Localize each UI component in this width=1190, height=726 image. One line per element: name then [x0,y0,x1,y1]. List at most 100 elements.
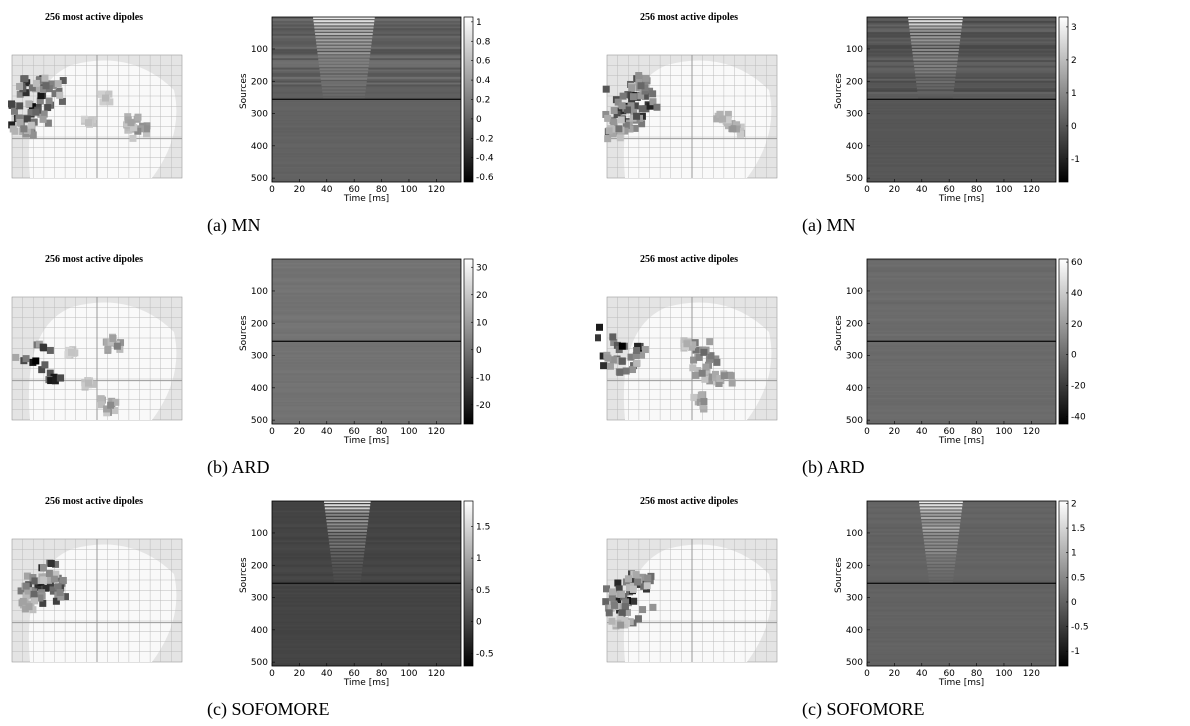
dipole-marker [623,608,631,616]
activity-band [321,81,367,83]
dipole-marker [628,366,636,374]
dipole-peak [127,119,135,127]
activity-band [912,55,959,58]
y-tick-label: 400 [846,384,863,394]
dipole-marker [39,564,47,572]
x-tick-label: 120 [428,427,445,437]
dipole-peak [25,603,33,611]
colorbar-tick-label: 10 [476,318,488,328]
dipole-marker [713,115,721,123]
activity-band [315,33,373,35]
dipole-marker [31,577,39,585]
dipole-marker [703,367,711,375]
dipole-marker [602,598,610,606]
dipole-marker [103,409,111,417]
dipole-marker [105,90,113,98]
activity-band [923,539,959,542]
dipole-marker [644,574,652,582]
activity-band [332,571,362,574]
activity-band [909,26,962,29]
dipole-marker [89,380,97,388]
colorbar-tick-label: 0.6 [476,57,491,67]
dipole-marker [593,334,601,342]
x-tick-label: 120 [1023,185,1040,195]
activity-band [328,533,367,535]
x-tick-label: 100 [995,185,1012,195]
activity-band [925,549,957,551]
dipole-marker [646,102,654,110]
x-tick-label: 60 [348,185,360,195]
brain-title: 256 most active dipoles [45,254,144,265]
dipole-marker [603,585,611,593]
x-tick-label: 60 [943,669,955,679]
dipole-marker [639,573,647,581]
dipole-peak [85,119,92,127]
dipole-marker [23,79,31,87]
dipole-marker [41,361,49,369]
dipole-marker [706,377,714,385]
dipole-marker [16,118,24,126]
brain-map [8,54,183,179]
x-tick-label: 20 [294,427,306,437]
x-tick-label: 80 [971,427,983,437]
activity-band [914,71,957,74]
dipole-marker [22,582,30,590]
y-tick-label: 300 [846,352,863,362]
dipole-marker [97,395,105,403]
y-tick-label: 400 [251,626,268,636]
dipole-marker [633,346,641,354]
dipole-peak [615,125,623,133]
activity-band [329,542,366,545]
dipole-peak [618,342,626,350]
activity-band [929,581,953,583]
dipole-marker [47,377,55,385]
dipole-marker [638,351,646,359]
activity-band [921,517,961,519]
dipole-marker [626,618,634,626]
colorbar-tick-label: 30 [476,263,488,273]
activity-band [333,574,362,577]
dipole-marker [609,356,617,364]
dipole-marker [10,107,18,115]
colorbar [1058,500,1069,667]
dipole-marker [40,576,48,584]
brain-title: 256 most active dipoles [640,254,739,265]
y-tick-label: 400 [251,384,268,394]
activity-band [325,510,370,513]
activity-band [317,55,370,58]
dipole-marker [112,398,120,406]
dipole-marker [19,597,27,605]
panel-caption: (b) ARD [802,457,865,477]
colorbar-tick-label: 0.4 [476,76,491,86]
brain-title: 256 most active dipoles [640,496,739,507]
dipole-marker [98,90,106,98]
dipole-marker [633,112,641,120]
dipole-marker [694,367,702,375]
dipole-peak [618,609,626,617]
dipole-marker [610,125,618,133]
colorbar-tick-label: 1 [476,18,482,28]
dipole-marker [604,114,612,122]
dipole-marker [22,592,30,600]
brain-map [11,538,183,663]
activity-band [320,74,368,77]
activity-band [924,542,958,545]
x-tick-label: 40 [321,669,333,679]
dipole-marker [618,102,626,110]
dipole-marker [28,84,36,92]
y-axis-label: Sources [834,557,844,593]
dipole-marker [21,605,29,613]
dipole-marker [716,375,724,383]
dipole-marker [39,599,47,607]
dipole-peak [720,372,728,380]
dipole-marker [103,405,111,413]
dipole-peak [23,115,31,123]
dipole-marker [38,366,46,374]
dipole-marker [716,110,724,118]
colorbar [1058,258,1069,425]
dipole-marker [614,357,622,365]
activity-band [908,20,963,23]
dipole-marker [32,108,40,116]
dipole-marker [626,125,634,133]
brain-title: 256 most active dipoles [640,12,739,23]
